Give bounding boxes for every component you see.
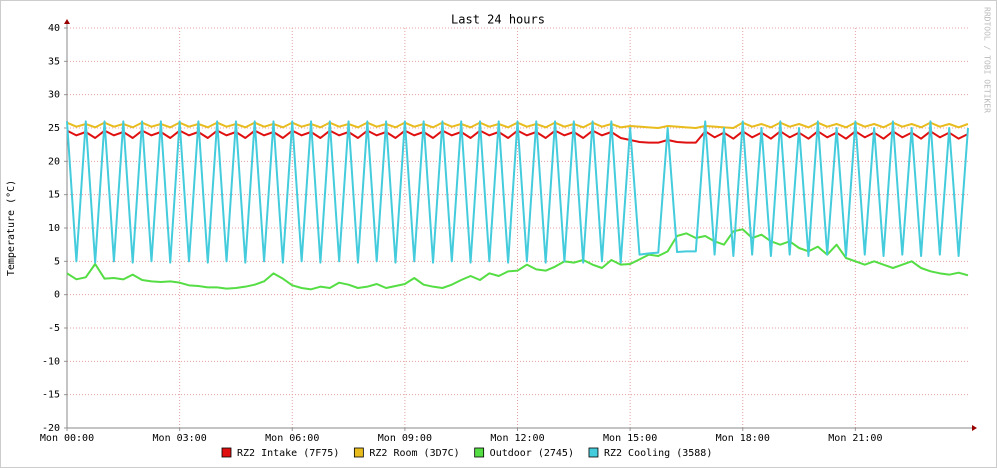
chart-title: Last 24 hours [451, 13, 545, 27]
legend-label: RZ2 Cooling (3588) [604, 448, 712, 459]
legend-swatch [221, 447, 232, 458]
axis-arrow [972, 425, 977, 431]
y-tick-label: 10 [48, 223, 60, 234]
x-tick-label: Mon 18:00 [716, 433, 770, 444]
y-tick-label: 40 [48, 23, 60, 34]
x-tick-label: Mon 06:00 [265, 433, 319, 444]
y-tick-label: -15 [42, 390, 60, 401]
y-tick-label: -5 [48, 323, 60, 334]
watermark: RRDTOOL / TOBI OETIKER [983, 7, 992, 113]
axis-arrow [64, 19, 70, 24]
y-tick-label: 35 [48, 56, 60, 67]
x-tick-label: Mon 15:00 [603, 433, 657, 444]
x-tick-label: Mon 21:00 [828, 433, 882, 444]
legend-label: RZ2 Room (3D7C) [369, 448, 459, 459]
y-tick-label: 0 [54, 290, 60, 301]
y-tick-label: 20 [48, 156, 60, 167]
x-tick-label: Mon 00:00 [40, 433, 94, 444]
x-tick-label: Mon 03:00 [153, 433, 207, 444]
legend-label: Outdoor (2745) [490, 448, 574, 459]
legend-swatch [474, 447, 485, 458]
legend-swatch [353, 447, 364, 458]
x-tick-label: Mon 09:00 [378, 433, 432, 444]
y-tick-label: 30 [48, 90, 60, 101]
y-tick-label: -10 [42, 356, 60, 367]
series-line [66, 120, 969, 264]
x-tick-label: Mon 12:00 [490, 433, 544, 444]
legend-label: RZ2 Intake (7F75) [237, 448, 339, 459]
y-tick-label: 5 [54, 256, 60, 267]
legend-swatch [588, 447, 599, 458]
series-line [66, 228, 969, 291]
y-tick-label: 15 [48, 190, 60, 201]
y-tick-label: 25 [48, 123, 60, 134]
y-tick-label: -20 [42, 423, 60, 434]
y-axis-label: Temperature (°C) [6, 180, 17, 276]
